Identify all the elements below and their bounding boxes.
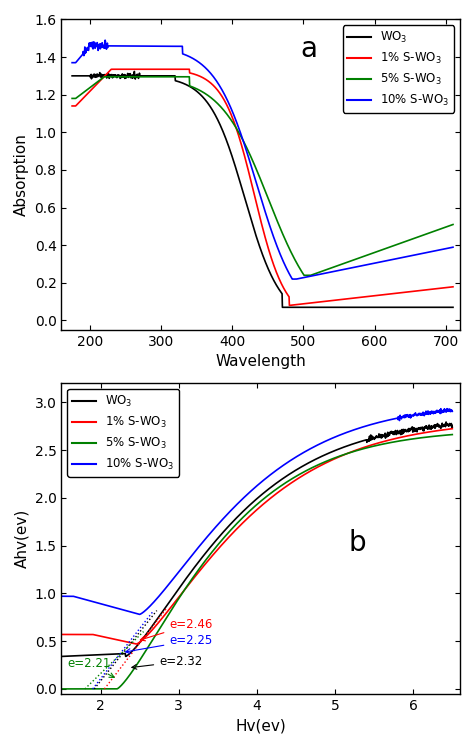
- Y-axis label: Absorption: Absorption: [14, 133, 29, 216]
- Text: a: a: [301, 34, 318, 63]
- Legend: WO$_3$, 1% S-WO$_3$, 5% S-WO$_3$, 10% S-WO$_3$: WO$_3$, 1% S-WO$_3$, 5% S-WO$_3$, 10% S-…: [67, 389, 179, 477]
- Text: b: b: [348, 529, 366, 557]
- Text: e=2.21: e=2.21: [67, 657, 114, 678]
- Text: e=2.25: e=2.25: [126, 634, 212, 654]
- X-axis label: Wavelength: Wavelength: [215, 354, 306, 369]
- Legend: WO$_3$, 1% S-WO$_3$, 5% S-WO$_3$, 10% S-WO$_3$: WO$_3$, 1% S-WO$_3$, 5% S-WO$_3$, 10% S-…: [343, 25, 454, 113]
- Y-axis label: Ahv(ev): Ahv(ev): [14, 509, 29, 568]
- Text: e=2.32: e=2.32: [132, 655, 202, 669]
- X-axis label: Hv(ev): Hv(ev): [236, 718, 286, 733]
- Text: e=2.46: e=2.46: [140, 618, 213, 641]
